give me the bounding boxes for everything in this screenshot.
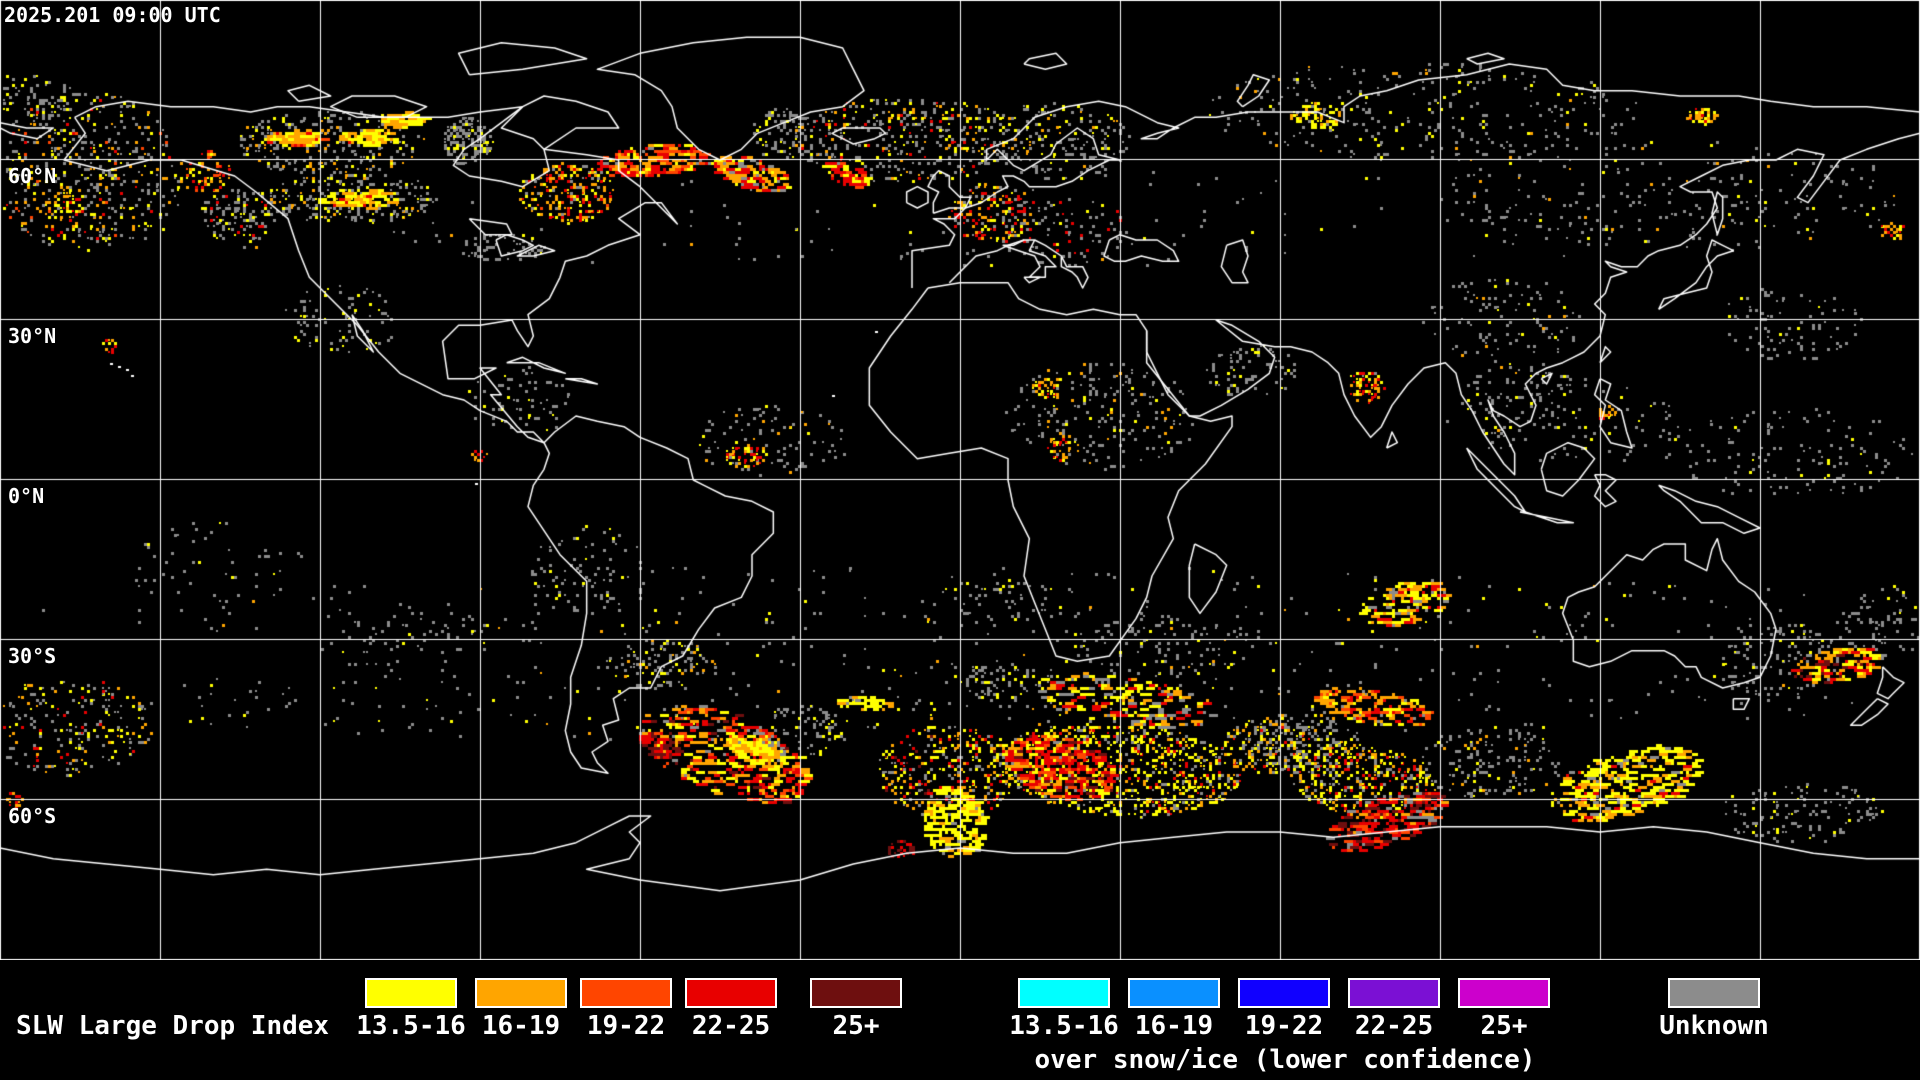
legend-swatch-snowice-19-22 xyxy=(1238,978,1330,1008)
legend-label-unknown: Unknown xyxy=(1659,1011,1769,1041)
lat-label-30n: 30°N xyxy=(8,324,57,348)
legend-label-snowice-13.5-16: 13.5-16 xyxy=(1009,1011,1119,1041)
lat-label-60n: 60°N xyxy=(8,164,57,188)
legend-title: SLW Large Drop Index xyxy=(16,1011,330,1041)
world-map-canvas xyxy=(0,0,1920,960)
legend-swatch-snowice-13.5-16 xyxy=(1018,978,1110,1008)
lat-label-60s: 60°S xyxy=(8,804,57,828)
legend-snowice-caption: over snow/ice (lower confidence) xyxy=(1034,1045,1536,1075)
legend-label-snowice-25plus: 25+ xyxy=(1480,1011,1528,1041)
legend-swatch-unknown xyxy=(1668,978,1760,1008)
legend-label-snowice-19-22: 19-22 xyxy=(1244,1011,1324,1041)
legend-swatch-13.5-16 xyxy=(365,978,457,1008)
legend-swatch-snowice-22-25 xyxy=(1348,978,1440,1008)
legend-swatch-25plus xyxy=(810,978,902,1008)
lat-label-30s: 30°S xyxy=(8,644,57,668)
lat-label-0n: 0°N xyxy=(8,484,45,508)
legend-swatch-16-19 xyxy=(475,978,567,1008)
legend-label-22-25: 22-25 xyxy=(691,1011,771,1041)
legend-swatch-22-25 xyxy=(685,978,777,1008)
legend-label-snowice-22-25: 22-25 xyxy=(1354,1011,1434,1041)
legend-label-snowice-16-19: 16-19 xyxy=(1134,1011,1214,1041)
legend-label-25plus: 25+ xyxy=(832,1011,880,1041)
timestamp: 2025.201 09:00 UTC xyxy=(4,3,221,27)
legend-label-16-19: 16-19 xyxy=(481,1011,561,1041)
legend-label-13.5-16: 13.5-16 xyxy=(356,1011,466,1041)
legend-swatch-19-22 xyxy=(580,978,672,1008)
legend-swatch-snowice-25plus xyxy=(1458,978,1550,1008)
legend-swatch-snowice-16-19 xyxy=(1128,978,1220,1008)
legend-label-19-22: 19-22 xyxy=(586,1011,666,1041)
